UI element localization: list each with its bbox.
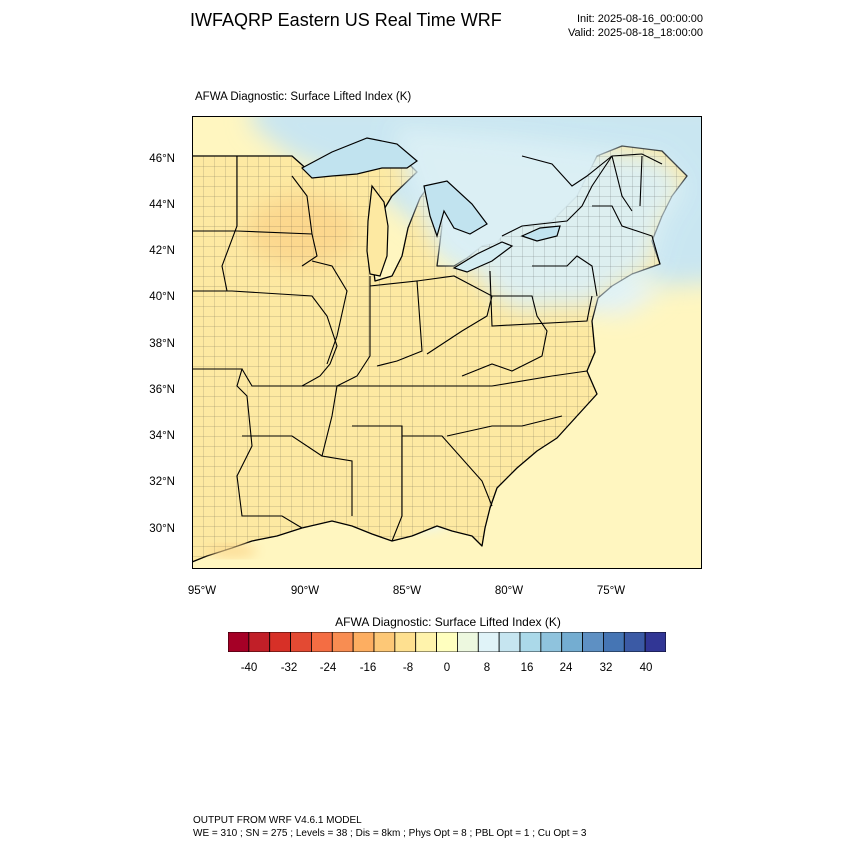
lake-of-the-woods-coast xyxy=(521,153,663,187)
colorbar-swatch xyxy=(477,632,500,652)
lake-michigan xyxy=(366,184,389,277)
colorbar-swatch xyxy=(436,632,458,652)
lat-label-42: 42°N xyxy=(149,245,175,257)
colorbar-swatch xyxy=(248,632,271,652)
colorbar xyxy=(228,632,666,652)
plot-subtitle: AFWA Diagnostic: Surface Lifted Index (K… xyxy=(195,91,412,103)
lon-label-75: 75°W xyxy=(596,585,626,597)
lake-superior xyxy=(301,137,418,179)
colorbar-swatch xyxy=(457,632,479,652)
colorbar-swatch xyxy=(352,632,375,652)
colorbar-label: 8 xyxy=(483,662,491,674)
colorbar-swatch xyxy=(269,632,291,652)
colorbar-label: 40 xyxy=(639,662,653,674)
colorbar-swatch xyxy=(540,632,563,652)
lake-ontario xyxy=(520,225,561,242)
colorbar-swatch xyxy=(394,632,417,652)
colorbar-label: -8 xyxy=(402,662,414,674)
colorbar-swatch xyxy=(623,632,646,652)
lake-huron xyxy=(423,180,488,238)
lat-label-30: 30°N xyxy=(149,523,175,535)
colorbar-label: 0 xyxy=(443,662,451,674)
colorbar-label: 32 xyxy=(599,662,613,674)
colorbar-swatch xyxy=(644,632,666,652)
lon-label-90: 90°W xyxy=(290,585,320,597)
colorbar-swatch xyxy=(415,632,437,652)
colorbar-label: 16 xyxy=(520,662,534,674)
model-footer-line2: WE = 310 ; SN = 275 ; Levels = 38 ; Dis … xyxy=(193,828,587,839)
lon-label-85: 85°W xyxy=(392,585,422,597)
colorbar-label: -32 xyxy=(280,662,298,674)
colorbar-swatch xyxy=(373,632,396,652)
colorbar-label: -24 xyxy=(319,662,337,674)
colorbar-swatch xyxy=(519,632,542,652)
colorbar-swatch xyxy=(561,632,583,652)
colorbar-label: -16 xyxy=(359,662,377,674)
main-title: IWFAQRP Eastern US Real Time WRF xyxy=(190,10,502,30)
colorbar-label: -40 xyxy=(240,662,258,674)
colorbar-swatch xyxy=(498,632,521,652)
state-boundaries xyxy=(192,155,661,562)
valid-time: Valid: 2025-08-18_18:00:00 xyxy=(568,27,703,39)
lat-label-44: 44°N xyxy=(149,199,175,211)
lat-label-38: 38°N xyxy=(149,338,175,350)
colorbar-label: 24 xyxy=(559,662,573,674)
lat-label-40: 40°N xyxy=(149,291,175,303)
lat-label-36: 36°N xyxy=(149,384,175,396)
lake-erie xyxy=(452,241,514,273)
lat-label-32: 32°N xyxy=(149,476,175,488)
colorbar-swatch xyxy=(311,632,333,652)
lon-label-95: 95°W xyxy=(187,585,217,597)
colorbar-swatch xyxy=(603,632,625,652)
map-frame xyxy=(192,116,702,569)
lat-label-46: 46°N xyxy=(149,153,175,165)
init-time: Init: 2025-08-16_00:00:00 xyxy=(577,13,703,25)
lon-label-80: 80°W xyxy=(494,585,524,597)
lat-label-34: 34°N xyxy=(149,430,175,442)
colorbar-swatch xyxy=(228,632,250,652)
colorbar-title: AFWA Diagnostic: Surface Lifted Index (K… xyxy=(335,615,561,629)
colorbar-swatch xyxy=(331,632,354,652)
colorbar-swatch xyxy=(582,632,604,652)
model-footer-line1: OUTPUT FROM WRF V4.6.1 MODEL xyxy=(193,815,362,826)
map-panel xyxy=(192,116,702,569)
colorbar-swatch xyxy=(290,632,312,652)
